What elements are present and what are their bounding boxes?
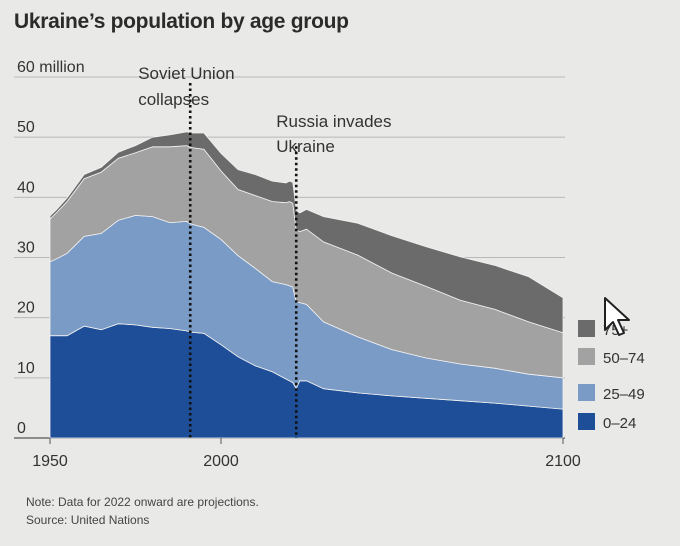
- legend-swatch-25–49: [578, 384, 595, 401]
- y-tick-label: 50: [17, 119, 35, 136]
- y-tick-label: 20: [17, 300, 35, 317]
- annotation-label: Soviet Union: [138, 64, 234, 83]
- annotation-label: collapses: [138, 90, 209, 109]
- legend-label: 25–49: [603, 386, 645, 403]
- legend-swatch-0–24: [578, 413, 595, 430]
- mouse-cursor-icon: [604, 297, 630, 336]
- y-tick-label: 40: [17, 179, 35, 196]
- chart-title: Ukraine’s population by age group: [14, 10, 349, 33]
- annotation-label: Russia invades: [276, 112, 391, 131]
- x-tick-label: 1950: [32, 453, 68, 470]
- y-tick-label: 0: [17, 420, 26, 437]
- x-tick-label: 2100: [545, 453, 581, 470]
- chart-source: Source: United Nations: [26, 513, 150, 527]
- annotation-label: Ukraine: [276, 137, 335, 156]
- y-tick-label: 60 million: [17, 59, 85, 76]
- legend-label: 0–24: [603, 415, 636, 432]
- legend-swatch-75+: [578, 320, 595, 337]
- y-tick-label: 10: [17, 360, 35, 377]
- chart-note: Note: Data for 2022 onward are projectio…: [26, 495, 259, 509]
- x-tick-label: 2000: [203, 453, 239, 470]
- legend-label: 50–74: [603, 350, 645, 367]
- y-tick-label: 30: [17, 240, 35, 257]
- legend-swatch-50–74: [578, 348, 595, 365]
